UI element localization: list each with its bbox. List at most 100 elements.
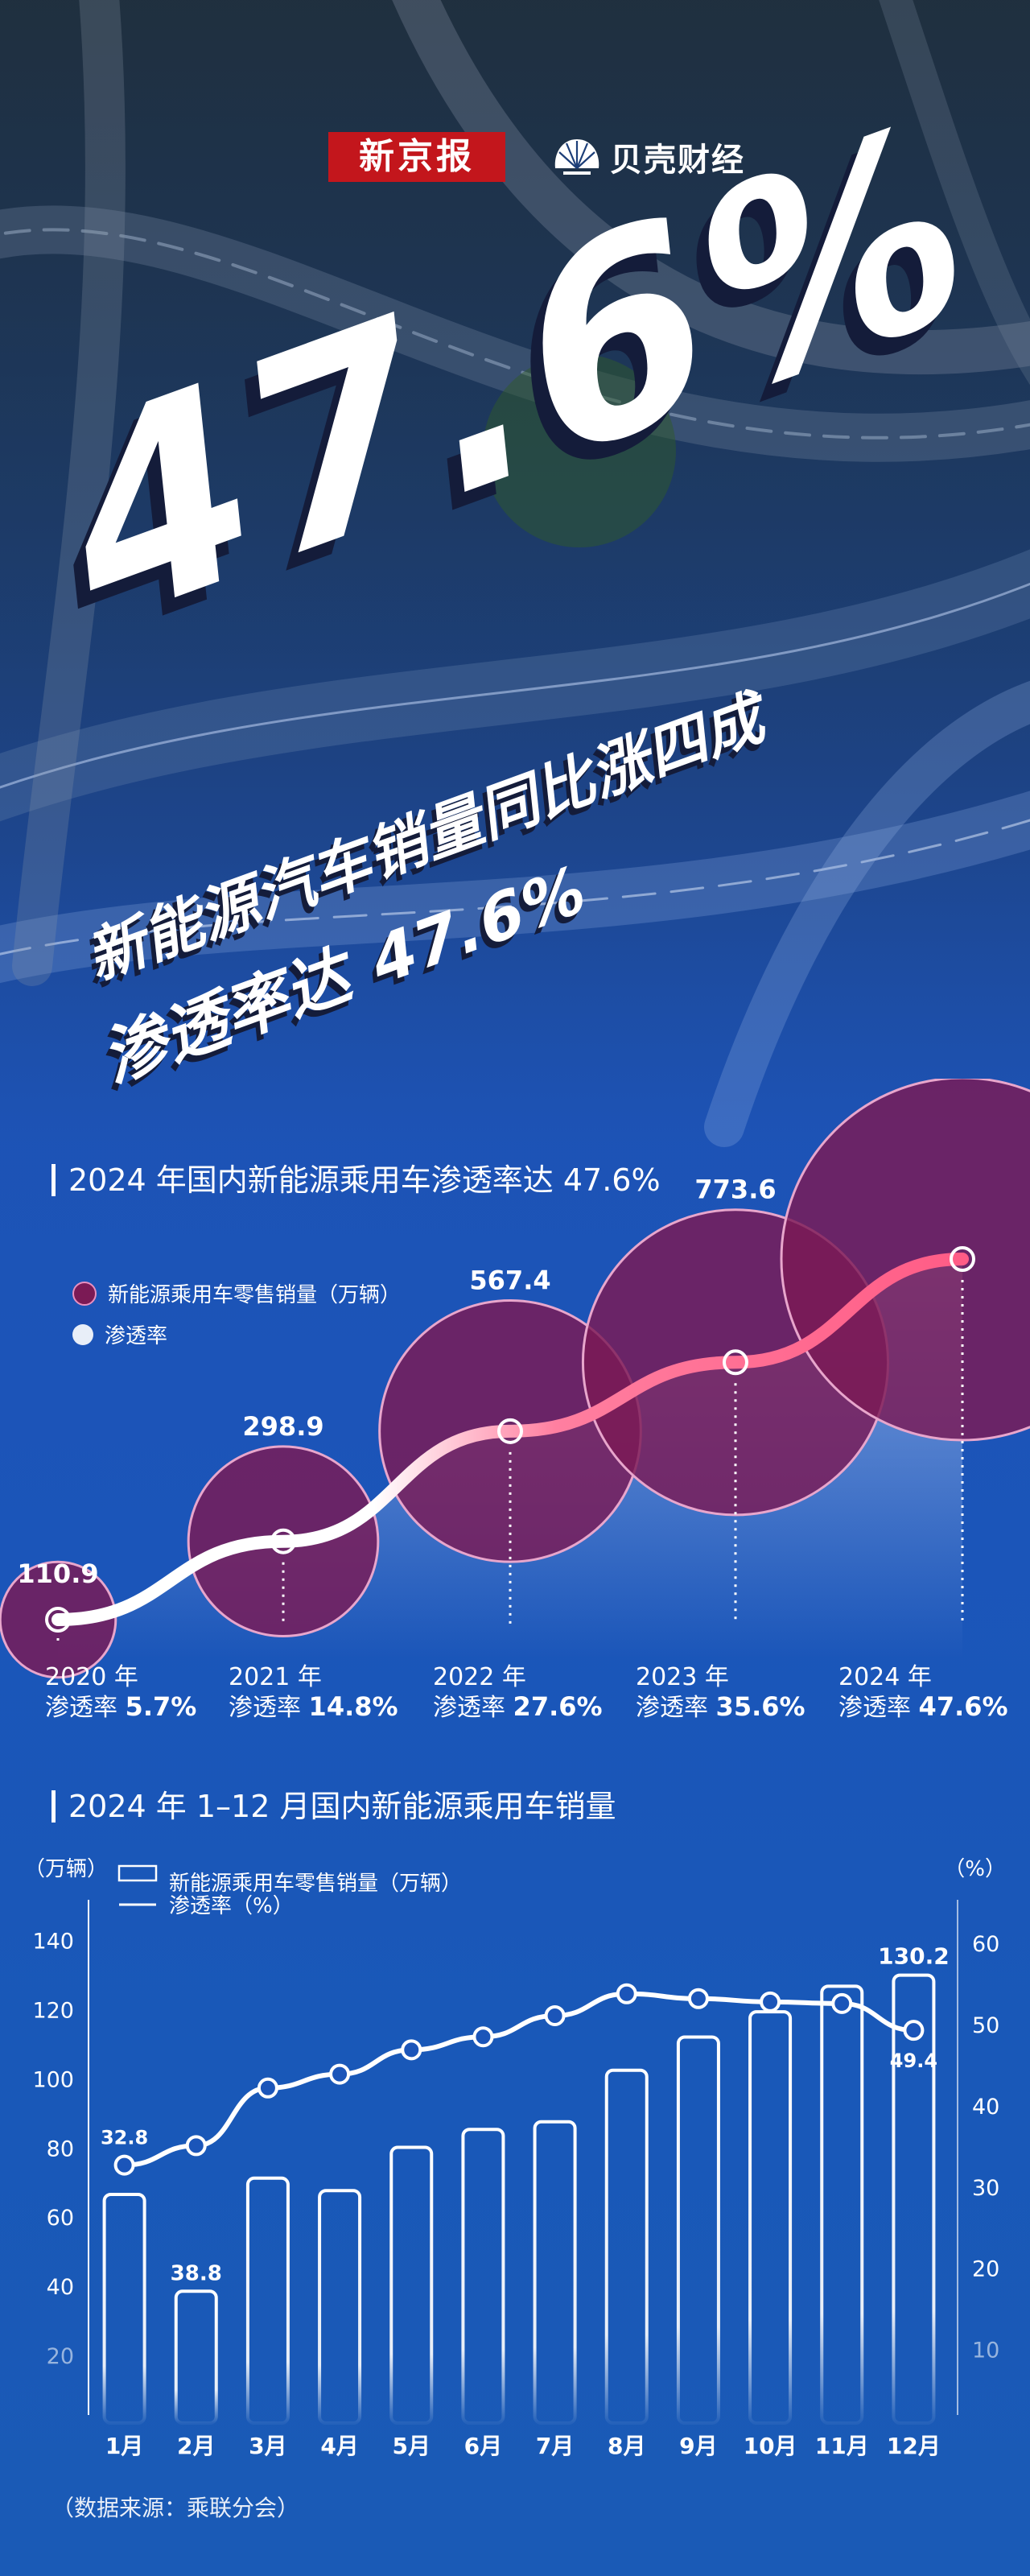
sales-bar-3月 xyxy=(245,2176,290,2425)
rate-point-10月 xyxy=(760,1991,781,2013)
rate-point-1月 xyxy=(113,2154,135,2176)
sales-bar-5月 xyxy=(389,2145,434,2425)
year-text: 2021 年 xyxy=(229,1663,322,1691)
rate-value: 27.6% xyxy=(513,1691,603,1722)
month-label: 8月 xyxy=(608,2433,645,2459)
feb-sales-label: 38.8 xyxy=(171,2261,222,2285)
rate-point-4月 xyxy=(329,2063,351,2085)
sales-bar-2月 xyxy=(174,2289,218,2425)
section1-title: 2024 年国内新能源乘用车渗透率达 47.6% xyxy=(52,1164,661,1196)
logo-bar: 新京报 贝壳财经 xyxy=(0,129,1030,185)
year-text: 2023 年 xyxy=(636,1663,729,1691)
beike-logo: 贝壳财经 xyxy=(550,132,745,182)
headline: 47.6% 新能源汽车销量同比涨四成 渗透率达 47.6% xyxy=(0,0,1030,1098)
sales-bubble-2024 年 xyxy=(780,1079,1030,1442)
legend-rate-swatch xyxy=(72,1323,93,1345)
rate-value: 5.7% xyxy=(125,1691,197,1722)
left-tick-label: 60 xyxy=(47,2206,74,2231)
rate-line: 渗透率 35.6% xyxy=(636,1692,805,1723)
sales-bar-10月 xyxy=(748,2010,793,2425)
rate-label: 渗透率 xyxy=(229,1694,309,1722)
sales-bar-9月 xyxy=(676,2035,720,2425)
right-tick-label: 20 xyxy=(972,2257,999,2282)
right-tick-label: 10 xyxy=(972,2339,999,2363)
sales-bar-4月 xyxy=(318,2189,362,2425)
rate-point xyxy=(45,1607,71,1633)
rate-point-9月 xyxy=(687,1988,709,2009)
sales-bar-7月 xyxy=(533,2120,577,2425)
sales-value-label: 567.4 xyxy=(469,1265,550,1295)
month-label: 2月 xyxy=(177,2433,215,2459)
penetration-rate-line xyxy=(124,1991,914,2168)
rate-point xyxy=(950,1246,975,1272)
legend-item-sales: 新能源乘用车零售销量（万辆） xyxy=(72,1278,401,1308)
left-tick-label: 120 xyxy=(32,1998,74,2023)
jan-rate-label: 32.8 xyxy=(101,2127,148,2149)
right-tick-label: 60 xyxy=(972,1932,999,1957)
rate-line: 渗透率 5.7% xyxy=(45,1692,196,1723)
right-tick-label: 40 xyxy=(972,2095,999,2120)
rate-value: 47.6% xyxy=(918,1691,1008,1722)
beike-name: 贝壳财经 xyxy=(610,142,745,179)
left-tick-label: 40 xyxy=(47,2275,74,2300)
sales-value-label: 773.6 xyxy=(694,1174,776,1205)
year-label: 2020 年渗透率 5.7% xyxy=(45,1663,196,1723)
right-unit-label: （%） xyxy=(944,1857,1006,1881)
rate-point-3月 xyxy=(257,2077,278,2099)
rate-label: 渗透率 xyxy=(838,1694,919,1722)
rate-point-2月 xyxy=(185,2135,207,2157)
month-label: 1月 xyxy=(105,2433,143,2459)
bubble-legend: 新能源乘用车零售销量（万辆） 渗透率 xyxy=(72,1278,401,1360)
rate-line: 渗透率 27.6% xyxy=(433,1692,603,1723)
dec-sales-label: 130.2 xyxy=(878,1943,950,1970)
sales-bar-1月 xyxy=(102,2192,146,2425)
sales-bar-12月 xyxy=(892,1973,936,2425)
sales-bar-8月 xyxy=(604,2068,649,2425)
rate-point xyxy=(497,1418,523,1444)
legend-sales-swatch xyxy=(72,1281,97,1306)
legend-item-rate: 渗透率 xyxy=(72,1319,401,1349)
section2-title: 2024 年 1–12 月国内新能源乘用车销量 xyxy=(52,1790,616,1823)
penetration-line xyxy=(52,1253,969,1626)
right-tick-label: 50 xyxy=(972,2013,999,2038)
month-label: 9月 xyxy=(679,2433,717,2459)
legend-bar-label: 新能源乘用车零售销量（万辆） xyxy=(169,1872,462,1896)
month-label: 7月 xyxy=(536,2433,574,2459)
left-tick-label: 100 xyxy=(32,2067,74,2092)
data-source: （数据来源：乘联分会） xyxy=(52,2495,300,2521)
left-tick-label: 140 xyxy=(32,1929,74,1954)
month-label: 10月 xyxy=(744,2433,797,2459)
rate-point-6月 xyxy=(472,2026,494,2048)
rate-value: 14.8% xyxy=(308,1691,398,1722)
bar-line-chart: （万辆） （%） 20 40 60 80 100 120 140 10 20 30 40 50 60 新能源乘… xyxy=(24,1857,1006,2459)
rate-point-11月 xyxy=(831,1992,853,2014)
rate-line: 渗透率 47.6% xyxy=(838,1692,1008,1723)
left-unit-label: （万辆） xyxy=(24,1857,108,1881)
rate-point-8月 xyxy=(616,1983,637,2004)
month-label: 5月 xyxy=(393,2433,431,2459)
rate-point xyxy=(723,1349,748,1376)
month-label: 6月 xyxy=(464,2433,502,2459)
year-text: 2024 年 xyxy=(838,1663,932,1691)
highway-background xyxy=(0,0,1030,1208)
left-tick-label: 20 xyxy=(47,2344,74,2369)
month-label: 3月 xyxy=(249,2433,286,2459)
month-label: 4月 xyxy=(320,2433,358,2459)
rate-point-7月 xyxy=(544,2004,566,2026)
right-tick-label: 30 xyxy=(972,2176,999,2201)
rate-line: 渗透率 14.8% xyxy=(229,1692,398,1723)
year-text: 2022 年 xyxy=(433,1663,526,1691)
rate-label: 渗透率 xyxy=(636,1694,716,1722)
sales-bar-11月 xyxy=(820,1984,864,2425)
sales-value-label: 298.9 xyxy=(242,1411,323,1442)
month-label: 12月 xyxy=(887,2433,941,2459)
year-label: 2022 年渗透率 27.6% xyxy=(433,1663,603,1723)
sales-value-label: 110.9 xyxy=(17,1558,98,1589)
rate-label: 渗透率 xyxy=(433,1694,513,1722)
rate-point-5月 xyxy=(401,2039,422,2061)
year-label: 2024 年渗透率 47.6% xyxy=(838,1663,1008,1723)
rate-value: 35.6% xyxy=(715,1691,805,1722)
year-label: 2023 年渗透率 35.6% xyxy=(636,1663,805,1723)
